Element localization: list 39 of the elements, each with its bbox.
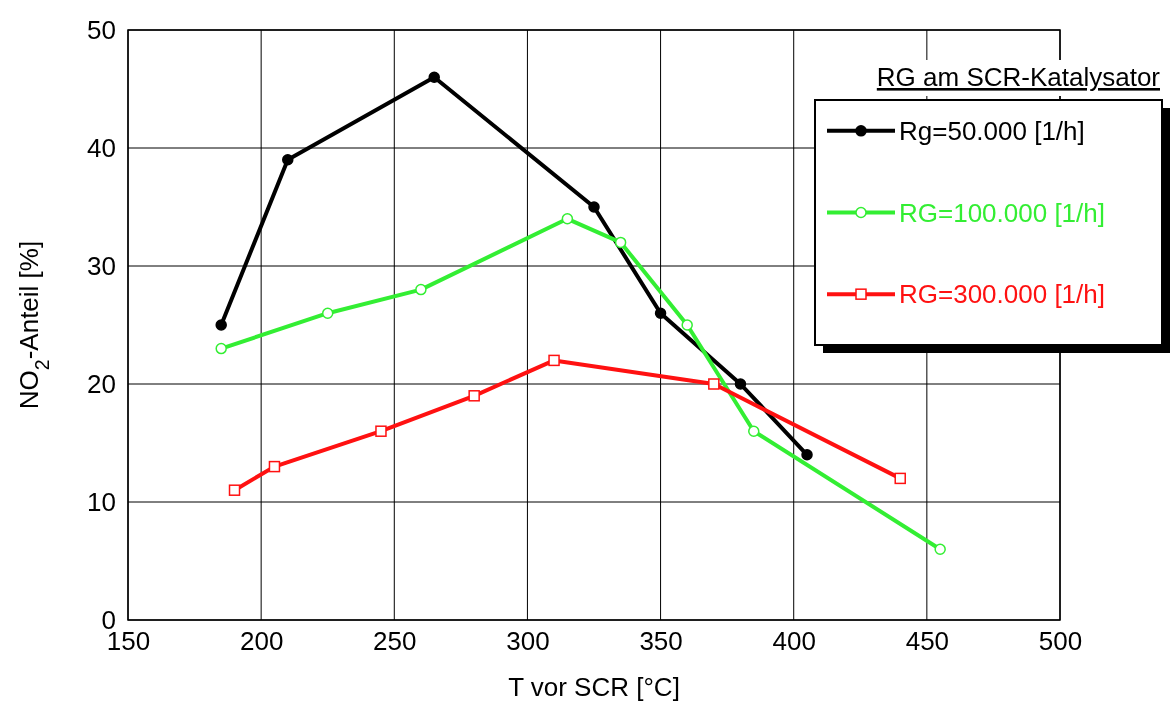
legend-label: Rg=50.000 [1/h] <box>899 115 1085 146</box>
point <box>228 484 241 496</box>
point <box>415 283 427 296</box>
x-tick-label: 450 <box>905 626 950 657</box>
point <box>268 460 281 473</box>
x-tick-label: 250 <box>373 626 417 657</box>
point <box>215 342 227 355</box>
point <box>894 472 906 485</box>
y-tick-label: 40 <box>87 132 116 163</box>
point <box>614 236 627 249</box>
point <box>375 425 387 437</box>
x-tick-label: 300 <box>506 626 550 657</box>
x-tick-label: 200 <box>239 626 284 657</box>
point <box>748 425 760 437</box>
point <box>548 354 560 367</box>
y-tick-label: 20 <box>87 368 116 399</box>
point <box>215 319 227 331</box>
legend-label: RG=100.000 [1/h] <box>899 197 1105 228</box>
point <box>734 378 747 390</box>
legend-title: RG am SCR-Katalysator <box>876 62 1161 92</box>
x-tick-label: 350 <box>639 626 683 657</box>
point <box>428 71 440 83</box>
point <box>282 154 294 166</box>
x-axis-title: T vor SCR [°C] <box>508 672 680 701</box>
point <box>588 201 600 213</box>
point <box>801 449 813 461</box>
point <box>654 307 667 319</box>
y-tick-label: 50 <box>87 14 116 45</box>
point <box>468 390 480 402</box>
point <box>561 213 574 225</box>
point <box>321 307 334 319</box>
point <box>708 378 720 390</box>
x-tick-label: 500 <box>1038 626 1083 657</box>
y-tick-label: 30 <box>87 250 116 281</box>
point <box>681 319 693 331</box>
point <box>934 543 946 555</box>
y-tick-label: 10 <box>87 486 116 517</box>
x-tick-label: 400 <box>772 626 816 657</box>
legend-label: RG=300.000 [1/h] <box>899 279 1105 310</box>
